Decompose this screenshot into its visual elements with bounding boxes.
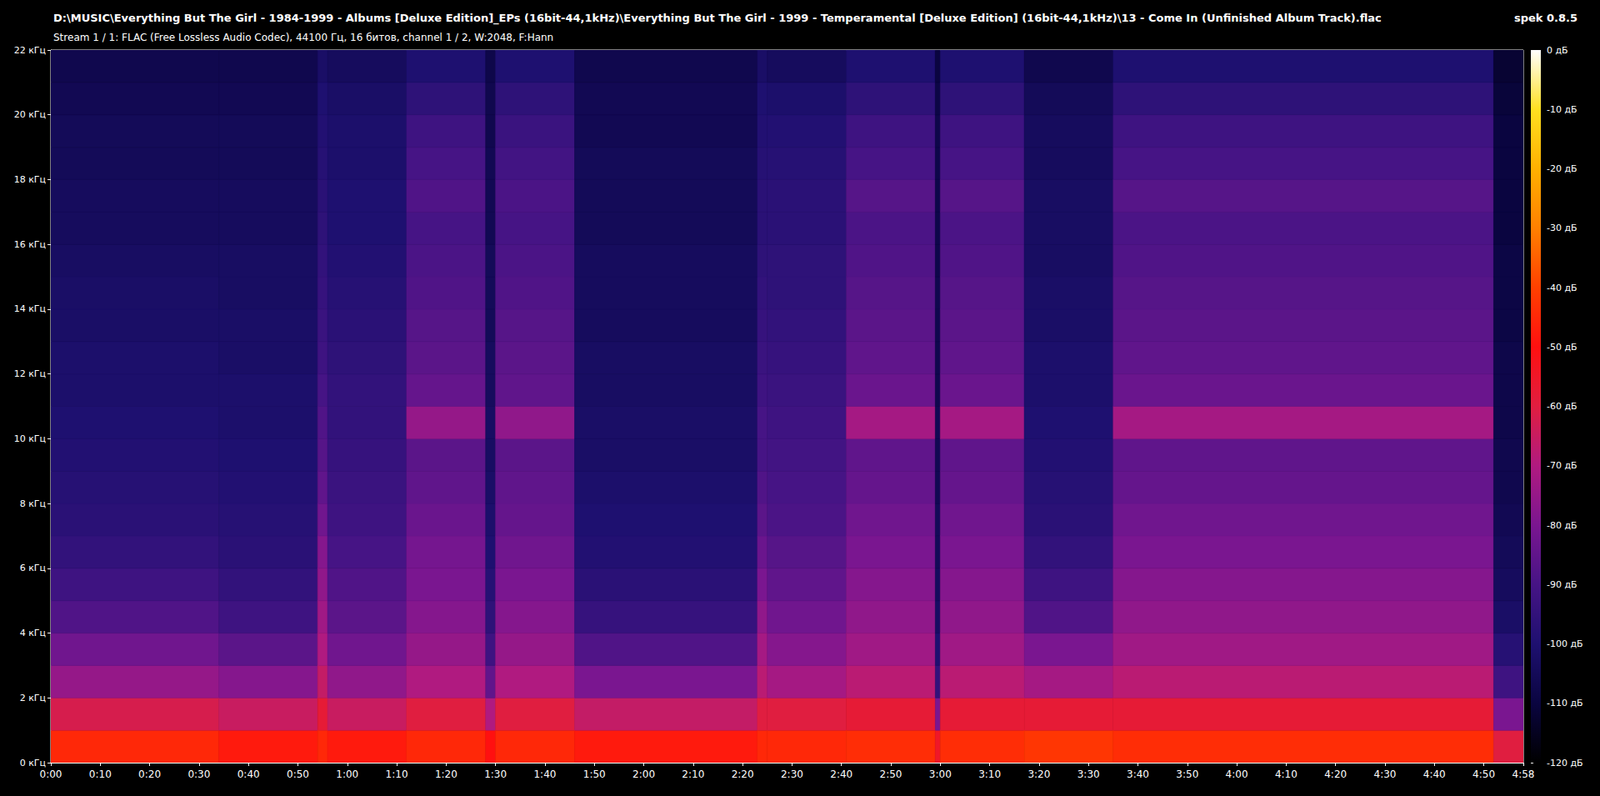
svg-text:6 кГц: 6 кГц: [20, 562, 46, 574]
svg-text:2:50: 2:50: [880, 768, 903, 780]
svg-text:4:00: 4:00: [1225, 768, 1249, 780]
svg-text:4:50: 4:50: [1472, 768, 1495, 780]
svg-text:2 кГц: 2 кГц: [20, 692, 46, 704]
svg-text:0:10: 0:10: [89, 768, 112, 780]
svg-text:-80 дБ: -80 дБ: [1546, 520, 1578, 531]
svg-text:4:10: 4:10: [1275, 768, 1298, 780]
svg-text:-30 дБ: -30 дБ: [1546, 222, 1578, 234]
svg-text:0:20: 0:20: [138, 768, 161, 780]
svg-text:0:40: 0:40: [237, 768, 260, 780]
svg-text:2:30: 2:30: [780, 768, 804, 780]
svg-text:8 кГц: 8 кГц: [20, 498, 46, 510]
svg-text:18 кГц: 18 кГц: [14, 174, 46, 185]
svg-text:16 кГц: 16 кГц: [14, 239, 46, 250]
svg-text:1:30: 1:30: [484, 768, 507, 780]
svg-text:3:30: 3:30: [1077, 768, 1100, 780]
svg-text:-20 дБ: -20 дБ: [1546, 163, 1578, 175]
svg-text:14 кГц: 14 кГц: [14, 303, 46, 315]
svg-text:2:10: 2:10: [681, 768, 705, 780]
svg-text:22 кГц: 22 кГц: [14, 45, 46, 56]
svg-text:1:00: 1:00: [335, 768, 359, 780]
svg-text:4:58: 4:58: [1512, 768, 1535, 780]
svg-text:0 кГц: 0 кГц: [20, 757, 46, 769]
svg-text:-40 дБ: -40 дБ: [1546, 282, 1578, 294]
svg-text:1:50: 1:50: [583, 768, 606, 780]
svg-text:4:40: 4:40: [1423, 768, 1446, 780]
svg-text:4 кГц: 4 кГц: [20, 627, 46, 639]
svg-text:12 кГц: 12 кГц: [14, 368, 46, 380]
svg-text:D:\MUSIC\Everything But The Gi: D:\MUSIC\Everything But The Girl - 1984-…: [53, 11, 1382, 25]
svg-text:2:40: 2:40: [830, 768, 853, 780]
svg-text:-10 дБ: -10 дБ: [1546, 104, 1578, 115]
svg-text:10 кГц: 10 кГц: [14, 433, 46, 445]
svg-text:0 дБ: 0 дБ: [1546, 45, 1569, 56]
svg-text:-120 дБ: -120 дБ: [1546, 757, 1584, 769]
svg-text:-70 дБ: -70 дБ: [1546, 460, 1578, 471]
svg-text:1:20: 1:20: [435, 768, 458, 780]
svg-text:-110 дБ: -110 дБ: [1546, 697, 1584, 709]
svg-text:-50 дБ: -50 дБ: [1546, 341, 1578, 353]
svg-text:1:40: 1:40: [533, 768, 556, 780]
svg-text:3:10: 3:10: [978, 768, 1001, 780]
svg-text:3:40: 3:40: [1126, 768, 1150, 780]
svg-text:-100 дБ: -100 дБ: [1546, 638, 1584, 650]
svg-text:4:20: 4:20: [1324, 768, 1347, 780]
svg-text:spek 0.8.5: spek 0.8.5: [1514, 11, 1578, 25]
svg-text:-60 дБ: -60 дБ: [1546, 400, 1578, 412]
svg-text:2:00: 2:00: [632, 768, 655, 780]
svg-text:2:20: 2:20: [731, 768, 755, 780]
svg-text:0:30: 0:30: [187, 768, 210, 780]
svg-text:3:50: 3:50: [1175, 768, 1199, 780]
svg-text:Stream 1 / 1: FLAC (Free Lossl: Stream 1 / 1: FLAC (Free Lossless Audio …: [53, 31, 554, 44]
svg-text:1:10: 1:10: [385, 768, 409, 780]
svg-text:0:00: 0:00: [40, 768, 63, 780]
svg-text:3:00: 3:00: [929, 768, 952, 780]
svg-text:-90 дБ: -90 дБ: [1546, 579, 1578, 590]
svg-text:20 кГц: 20 кГц: [14, 109, 46, 120]
svg-text:3:20: 3:20: [1027, 768, 1050, 780]
svg-text:0:50: 0:50: [286, 768, 310, 780]
svg-text:4:30: 4:30: [1373, 768, 1396, 780]
